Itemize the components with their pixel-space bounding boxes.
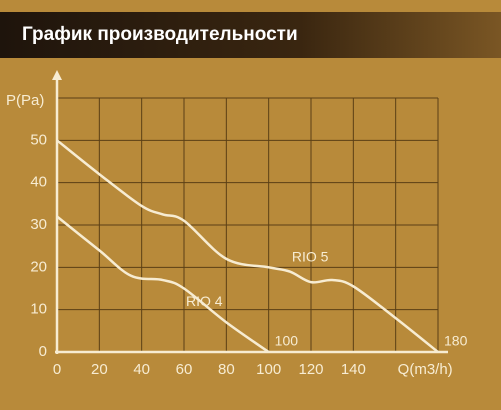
chart-title: График производительности (22, 24, 298, 45)
y-tick-label: 10 (30, 301, 47, 318)
curve (56, 215, 270, 354)
x-tick-label: 0 (53, 361, 61, 378)
x-tick-label: 20 (91, 361, 108, 378)
x-axis-label: Q(m3/h) (398, 361, 453, 378)
y-tick-label: 0 (39, 343, 47, 360)
series-label: RIO 4 (186, 293, 223, 309)
end-label: 100 (275, 333, 299, 349)
title-bar (0, 12, 501, 58)
y-axis-label: P(Pa) (6, 92, 44, 109)
x-tick-label: 100 (256, 361, 281, 378)
y-tick-label: 20 (30, 258, 47, 275)
y-tick-label: 40 (30, 174, 47, 191)
y-axis-arrow (52, 70, 62, 80)
x-tick-label: 80 (218, 361, 235, 378)
x-tick-label: 140 (341, 361, 366, 378)
end-label: 180 (444, 333, 468, 349)
x-tick-label: 40 (133, 361, 150, 378)
y-tick-label: 50 (30, 131, 47, 148)
y-tick-label: 30 (30, 216, 47, 233)
series-label: RIO 5 (292, 248, 329, 264)
curve (56, 139, 439, 353)
x-tick-label: 120 (298, 361, 323, 378)
x-tick-label: 60 (176, 361, 193, 378)
